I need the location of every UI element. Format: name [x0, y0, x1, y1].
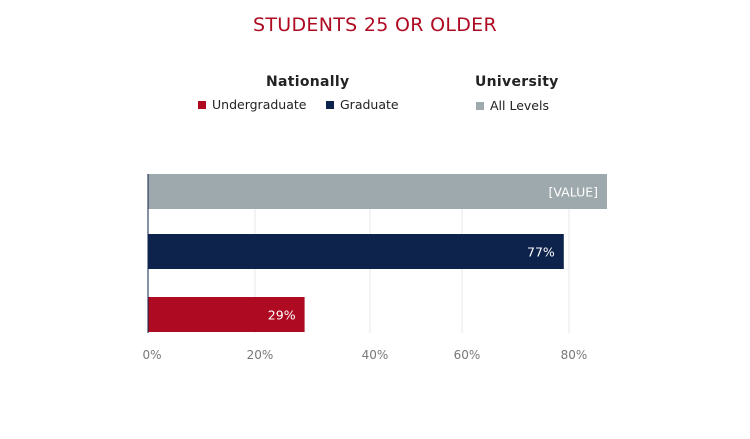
legend-label: Graduate: [340, 97, 399, 112]
legend-swatch: [476, 101, 484, 110]
data-label: 29%: [268, 308, 296, 323]
bar-undergraduate: [148, 297, 305, 332]
bar-all-levels: [148, 174, 607, 209]
x-tick-label: 0%: [142, 348, 161, 362]
legend-label: All Levels: [490, 98, 549, 113]
x-tick-label: 80%: [561, 348, 588, 362]
x-tick-label: 60%: [454, 348, 481, 362]
x-tick-label: 40%: [362, 348, 389, 362]
legend-swatch: [326, 100, 334, 109]
legend-item-all-levels: All Levels: [476, 98, 549, 113]
chart-title: STUDENTS 25 OR OLDER: [253, 14, 497, 36]
legend-swatch: [198, 100, 206, 109]
data-label: [VALUE]: [549, 185, 598, 200]
legend-item-graduate: Graduate: [326, 97, 399, 112]
legend-heading-nationally: Nationally: [266, 74, 350, 90]
legend-heading-university: University: [475, 74, 559, 90]
legend-label: Undergraduate: [212, 97, 307, 112]
legend-item-undergraduate: Undergraduate: [198, 97, 306, 112]
x-tick-label: 20%: [247, 348, 274, 362]
data-label: 77%: [527, 245, 555, 260]
bar-graduate: [148, 234, 564, 269]
